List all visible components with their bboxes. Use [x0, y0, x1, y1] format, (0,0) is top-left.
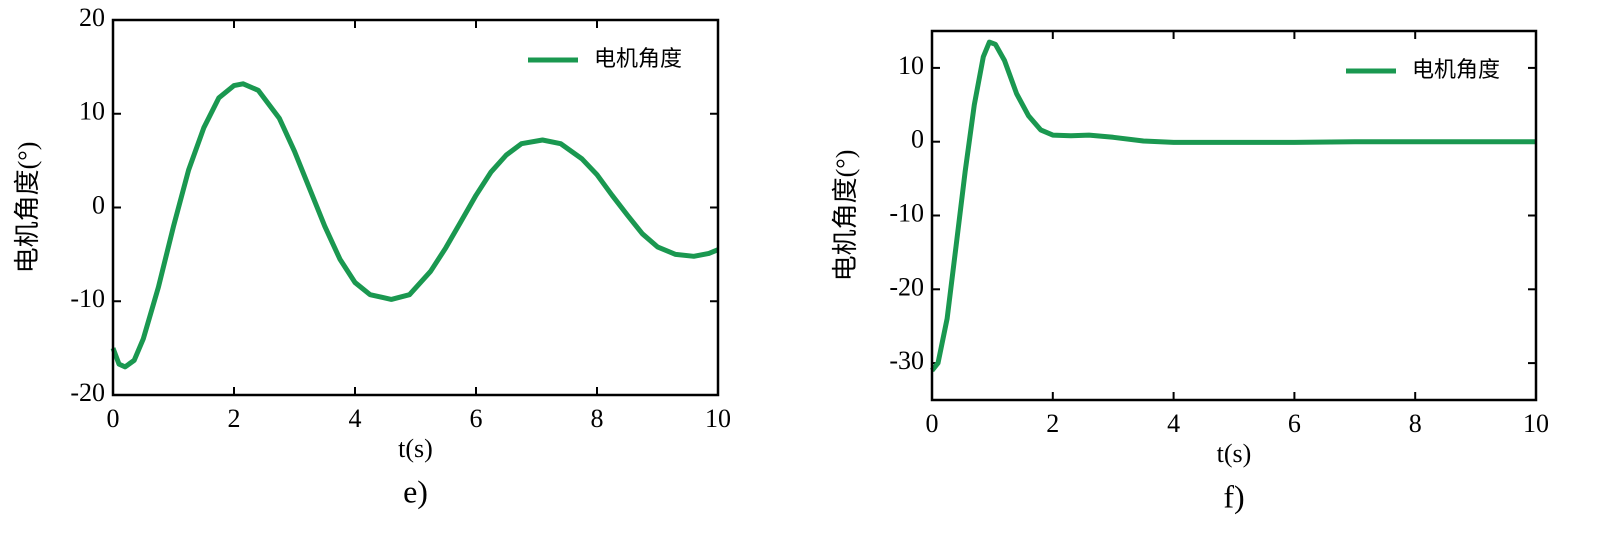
x-tick-label: 6 — [470, 404, 483, 433]
y-tick-label: -10 — [70, 284, 105, 313]
x-tick-label: 2 — [1046, 409, 1059, 438]
y-tick-label: -30 — [889, 346, 924, 375]
x-tick-label: 6 — [1288, 409, 1301, 438]
plot-frame — [111, 18, 720, 397]
x-tick-label: 10 — [1523, 409, 1549, 438]
y-tick-label: 20 — [79, 3, 105, 32]
y-tick-label: 10 — [79, 97, 105, 126]
caption: f) — [1223, 478, 1244, 514]
legend-label: 电机角度 — [594, 47, 682, 72]
caption: e) — [403, 473, 428, 509]
y-tick-label: -20 — [70, 378, 105, 407]
plot-frame — [930, 29, 1538, 402]
y-tick-label: -10 — [889, 198, 924, 227]
data-line — [930, 39, 1536, 373]
x-tick-label: 4 — [1167, 409, 1180, 438]
y-axis-label: 电机角度(°) — [13, 142, 42, 274]
x-tick-label: 8 — [1409, 409, 1422, 438]
y-tick-label: 0 — [911, 125, 924, 154]
x-tick-label: 0 — [926, 409, 939, 438]
y-tick-label: 0 — [92, 190, 105, 219]
y-tick-label: 10 — [898, 51, 924, 80]
x-tick-label: 8 — [591, 404, 604, 433]
legend-label: 电机角度 — [1412, 58, 1500, 83]
y-tick-label: -20 — [889, 272, 924, 301]
x-tick-label: 2 — [228, 404, 241, 433]
x-tick-label: 0 — [107, 404, 120, 433]
x-tick-label: 4 — [349, 404, 362, 433]
y-axis-label: 电机角度(°) — [831, 150, 860, 282]
data-line — [110, 81, 719, 370]
x-axis-label: t(s) — [398, 434, 433, 463]
x-axis-label: t(s) — [1217, 439, 1252, 468]
x-tick-label: 10 — [705, 404, 731, 433]
